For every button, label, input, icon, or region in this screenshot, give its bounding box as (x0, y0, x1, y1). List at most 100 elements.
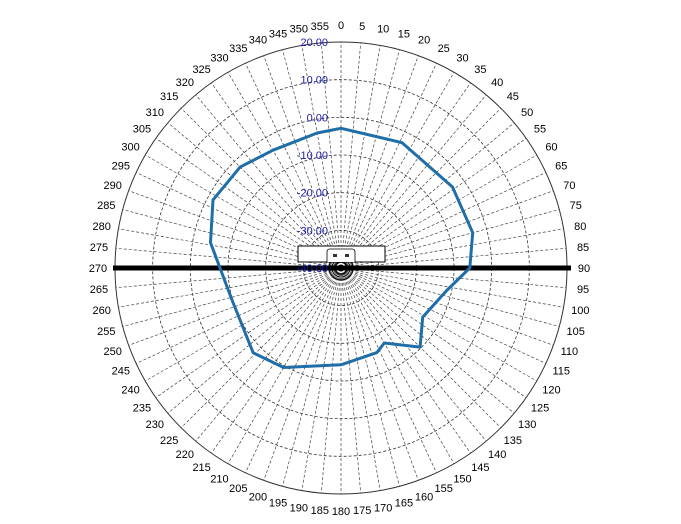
angle-tick-label: 160 (415, 491, 433, 503)
grid-spoke (340, 107, 502, 269)
angle-tick-label: 70 (563, 180, 575, 192)
angle-tick-label: 15 (398, 28, 410, 40)
angle-tick-label: 340 (249, 35, 267, 47)
grid-spoke (340, 267, 554, 346)
grid-spoke (340, 45, 381, 269)
grid-spoke (340, 94, 487, 269)
grid-spoke (340, 267, 560, 327)
grid-spoke (340, 267, 362, 494)
angle-tick-label: 230 (146, 419, 164, 431)
angle-tick-label: 10 (377, 24, 389, 36)
angle-tick-label: 150 (453, 473, 471, 485)
grid-spoke (227, 72, 342, 269)
grid-spoke (340, 267, 537, 382)
grid-spoke (180, 267, 342, 429)
angle-tick-label: 185 (311, 505, 329, 517)
angle-tick-label: 80 (574, 221, 586, 233)
angle-tick-label: 355 (311, 21, 329, 33)
grid-spoke (320, 267, 342, 494)
angle-tick-label: 55 (534, 124, 546, 136)
angle-tick-label: 345 (269, 28, 287, 40)
angle-tick-label: 250 (103, 346, 121, 358)
angle-tick-label: 140 (488, 449, 506, 461)
angle-tick-label: 320 (176, 77, 194, 89)
grid-spoke (340, 72, 455, 269)
angle-tick-label: 35 (474, 64, 486, 76)
angle-tick-label: 110 (561, 346, 579, 358)
angle-tick-label: 30 (456, 53, 468, 65)
angle-tick-label: 220 (176, 449, 194, 461)
device-outline (297, 245, 386, 263)
angle-tick-label: 175 (353, 505, 371, 517)
grid-spoke (340, 267, 527, 398)
grid-spoke (340, 42, 362, 269)
angle-tick-label: 145 (471, 462, 489, 474)
grid-spoke (340, 55, 419, 269)
grid-spoke (340, 267, 437, 473)
grid-spoke (118, 267, 342, 308)
grid-spoke (180, 107, 342, 269)
radial-tick-label: -10.00 (297, 150, 328, 162)
angle-tick-label: 350 (290, 24, 308, 36)
radial-tick-label: -20.00 (297, 188, 328, 200)
angle-tick-label: 265 (90, 284, 108, 296)
grid-spoke (245, 267, 342, 473)
angle-tick-label: 300 (121, 142, 139, 154)
angle-tick-label: 5 (359, 21, 365, 33)
angle-tick-label: 295 (112, 160, 130, 172)
grid-spoke (340, 267, 419, 481)
angle-tick-label: 215 (192, 462, 210, 474)
angle-tick-label: 335 (229, 43, 247, 55)
grid-spoke (301, 45, 342, 269)
grid-spoke (195, 94, 342, 269)
angle-tick-label: 330 (210, 53, 228, 65)
angle-tick-label: 225 (160, 435, 178, 447)
angle-tick-label: 255 (97, 326, 115, 338)
grid-spoke (340, 82, 471, 269)
angle-tick-label: 75 (570, 200, 582, 212)
angle-tick-label: 40 (491, 77, 503, 89)
angle-tick-label: 85 (577, 242, 589, 254)
grid-spoke (263, 55, 342, 269)
angle-tick-label: 105 (567, 326, 585, 338)
grid-spoke (167, 122, 342, 269)
series-layer (209, 126, 475, 369)
grid-spoke (340, 49, 400, 269)
grid-spoke (340, 267, 546, 364)
grid-spoke (340, 267, 455, 464)
angle-tick-label: 205 (229, 483, 247, 495)
angle-tick-label: 310 (146, 107, 164, 119)
angle-tick-label: 120 (542, 385, 560, 397)
radial-tick-label: -30.00 (297, 225, 328, 237)
angle-tick-label: 285 (97, 200, 115, 212)
grid-spoke (340, 122, 515, 269)
angle-tick-label: 240 (121, 385, 139, 397)
grid-spoke (115, 247, 342, 269)
angle-tick-label: 50 (521, 107, 533, 119)
grid-spoke (167, 267, 342, 414)
grid-spoke (340, 63, 437, 269)
angle-tick-label: 90 (578, 263, 590, 275)
angle-tick-label: 155 (435, 483, 453, 495)
grid-spoke (211, 82, 342, 269)
grid-spoke (263, 267, 342, 481)
angle-tick-label: 195 (269, 498, 287, 510)
grid-spoke (320, 42, 342, 269)
grid-spoke (301, 267, 342, 491)
grid-spoke (340, 247, 567, 269)
angle-tick-label: 25 (438, 43, 450, 55)
angle-tick-label: 0 (338, 20, 344, 32)
angle-tick-label: 165 (395, 498, 413, 510)
angle-tick-label: 100 (571, 305, 589, 317)
grid-spoke (227, 267, 342, 464)
grid-spoke (115, 267, 342, 289)
angle-tick-label: 125 (531, 402, 549, 414)
radial-tick-label: 10.00 (300, 75, 328, 87)
angle-tick-label: 275 (90, 242, 108, 254)
angle-tick-label: 245 (112, 366, 130, 378)
angle-tick-label: 180 (332, 506, 350, 518)
grid-spoke (340, 267, 487, 442)
grid-spoke (195, 267, 342, 442)
angle-tick-label: 130 (518, 419, 536, 431)
angle-tick-label: 305 (133, 124, 151, 136)
